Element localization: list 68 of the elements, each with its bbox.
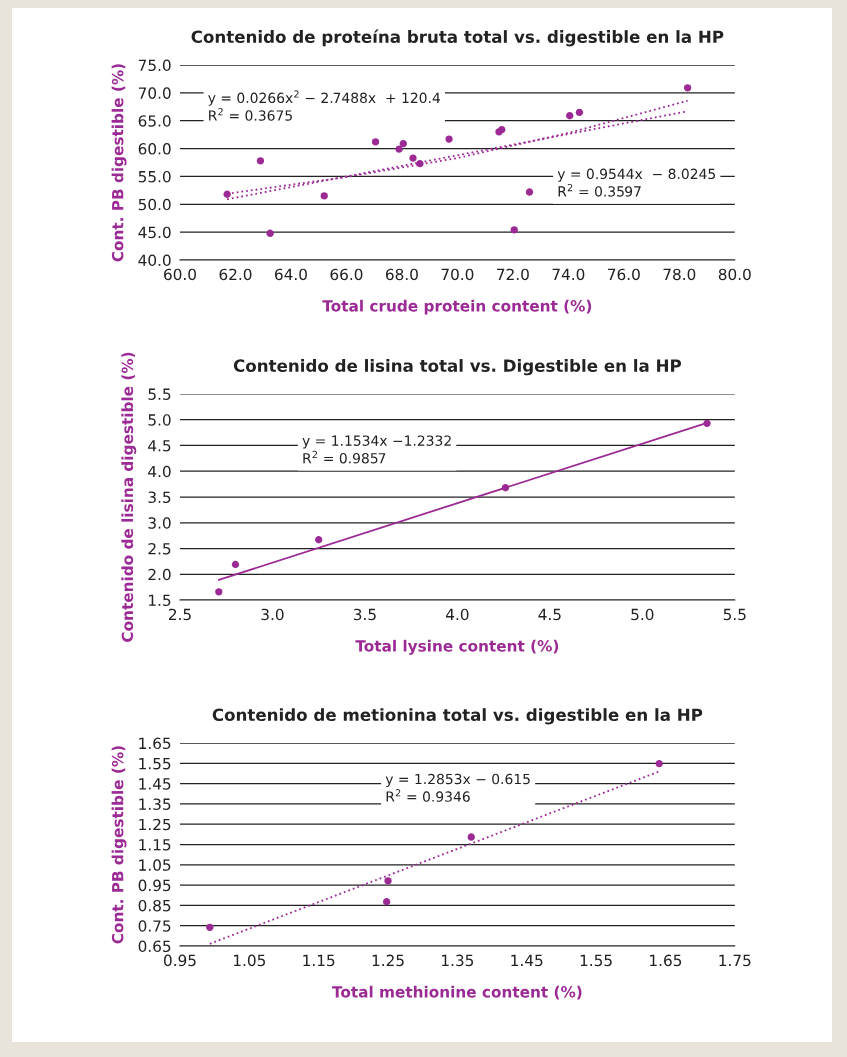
y-tick-label: 3.0 (148, 517, 171, 529)
y-axis-title: Contenido de lisina digestible (%) (121, 352, 137, 642)
x-tick-label: 5.0 (631, 608, 654, 621)
y-axis-title: Cont. PB digestible (%) (111, 746, 127, 944)
y-tick-label: 3.5 (148, 491, 171, 504)
x-tick-label: 64.0 (275, 268, 307, 281)
x-tick-label: 1.45 (511, 954, 543, 967)
y-tick-label: 1.5 (149, 594, 171, 607)
x-tick-label: 70.0 (441, 268, 474, 281)
y-tick-label: 40.0 (138, 254, 171, 267)
x-axis-title: Total methionine content (%) (332, 985, 582, 1000)
x-tick-label: 1.55 (580, 954, 612, 967)
x-tick-label: 1.65 (650, 954, 682, 967)
x-axis-title: Total lysine content (%) (355, 639, 559, 655)
x-tick-label: 1.75 (719, 954, 751, 967)
y-tick-label: 2.0 (148, 568, 171, 581)
y-tick-label: 2.5 (148, 543, 171, 555)
y-tick-label: 1.65 (139, 737, 171, 750)
y-tick-label: 65.0 (138, 115, 171, 127)
x-tick-label: 72.0 (497, 268, 529, 281)
y-axis-title: Cont. PB digestible (%) (111, 64, 127, 262)
y-tick-label: 0.65 (138, 940, 171, 953)
y-tick-label: 50.0 (138, 198, 171, 211)
x-tick-label: 4.0 (445, 608, 469, 621)
x-tick-label: 60.0 (164, 268, 196, 281)
x-tick-label: 80.0 (718, 268, 751, 281)
y-tick-label: 4.0 (148, 465, 171, 478)
y-tick-label: 5.5 (148, 388, 171, 400)
y-tick-label: 45.0 (138, 226, 171, 239)
x-tick-label: 1.25 (372, 954, 404, 967)
y-tick-label: 1.25 (139, 818, 171, 831)
annotation: y = 1.2853x − 0.615 R$^{2}$ = 0.9346 (385, 773, 530, 802)
y-tick-label: 1.05 (139, 859, 171, 871)
x-tick-label: 0.95 (163, 954, 196, 967)
y-tick-label: 1.15 (139, 839, 171, 851)
chart-title: Contenido de proteína bruta total vs. digestible en la HP (191, 29, 724, 47)
y-tick-label: 1.35 (139, 798, 171, 810)
x-tick-label: 2.5 (168, 608, 191, 621)
y-tick-label: 75.0 (138, 59, 171, 72)
x-tick-label: 74.0 (552, 268, 585, 281)
chart-title: Contenido de metionina total vs. digestible en la HP (212, 708, 703, 725)
y-tick-label: 1.55 (139, 758, 171, 770)
y-tick-label: 0.75 (138, 920, 171, 932)
y-tick-label: 0.85 (138, 899, 171, 912)
annotation: y = 1.1534x −1.2332 R$^{2}$ = 0.9857 (302, 435, 451, 464)
x-tick-label: 3.0 (261, 608, 284, 621)
x-axis-title: Total crude protein content (%) (322, 299, 592, 315)
x-tick-label: 68.0 (385, 268, 418, 281)
x-tick-label: 4.5 (538, 608, 561, 621)
text: y = 0.0266x$^{2}$ − 2.7488x + 120.4 R$^{2}$ = 0.3675 (208, 90, 440, 121)
x-tick-label: 78.0 (663, 268, 696, 281)
x-tick-label: 3.5 (353, 608, 376, 621)
x-tick-label: 1.05 (234, 954, 266, 967)
x-tick-label: 1.15 (303, 954, 335, 967)
y-tick-label: 55.0 (138, 170, 171, 183)
y-tick-label: 0.95 (138, 879, 171, 892)
x-tick-label: 5.5 (723, 608, 746, 621)
x-tick-label: 76.0 (608, 268, 640, 281)
y-tick-label: 5.0 (148, 414, 171, 426)
x-tick-label: 62.0 (219, 268, 252, 281)
chart-title: Contenido de lisina total vs. Digestible en la HP (233, 359, 682, 376)
y-tick-label: 70.0 (138, 87, 171, 99)
x-tick-label: 66.0 (330, 268, 363, 281)
y-tick-label: 1.45 (139, 778, 171, 790)
annotation: y = 0.9544x − 8.0245 R$^{2}$ = 0.3597 (557, 168, 716, 197)
y-tick-label: 60.0 (138, 143, 171, 155)
x-tick-label: 1.35 (442, 954, 474, 967)
y-tick-label: 4.5 (148, 440, 171, 452)
